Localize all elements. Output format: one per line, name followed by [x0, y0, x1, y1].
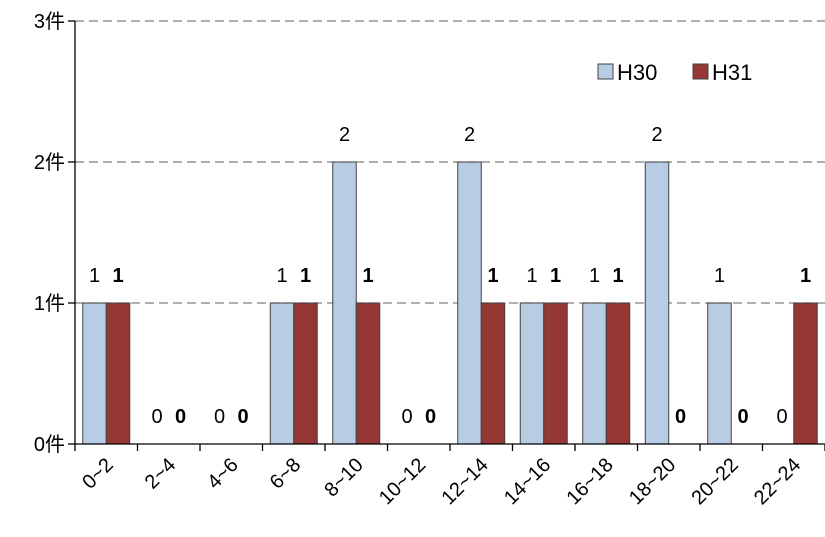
- data-label: 0: [175, 406, 186, 428]
- bar: [480, 302, 506, 445]
- legend: H30 H31: [597, 60, 752, 85]
- gridlines: [75, 20, 825, 304]
- data-label: 1: [487, 265, 498, 287]
- x-tick-label: 12~14: [438, 454, 493, 509]
- data-label: 0: [425, 406, 436, 428]
- data-label: 1: [89, 265, 100, 287]
- legend-swatch-h30: [597, 63, 614, 80]
- x-tick-label: 14~16: [500, 454, 555, 509]
- y-tick-label: 2件: [34, 151, 65, 174]
- data-label: 0: [737, 406, 748, 428]
- legend-swatch-h31: [692, 63, 709, 80]
- bar: [293, 302, 318, 445]
- x-tick-label: 0~2: [78, 454, 118, 494]
- x-tick-label: 4~6: [203, 454, 243, 494]
- data-label: 0: [401, 406, 412, 428]
- bar: [793, 302, 818, 445]
- data-label: 0: [675, 406, 686, 428]
- bar: [707, 302, 732, 445]
- x-tick-label: 16~18: [563, 454, 618, 509]
- bar: [519, 302, 545, 445]
- x-tick-label: 8~10: [320, 454, 367, 501]
- data-label: 2: [651, 124, 662, 146]
- legend-label-h30: H30: [617, 60, 657, 85]
- x-tick-label: 22~24: [750, 454, 805, 509]
- data-label: 0: [237, 406, 248, 428]
- bars: [82, 161, 818, 445]
- data-label: 0: [776, 406, 787, 428]
- data-label: 1: [526, 265, 537, 287]
- data-label: 1: [300, 265, 311, 287]
- bar: [82, 302, 107, 445]
- bar: [644, 161, 670, 445]
- x-tick-label: 6~8: [266, 454, 306, 494]
- bar: [457, 161, 482, 445]
- data-label: 2: [464, 124, 475, 146]
- x-tick-label: 10~12: [375, 454, 430, 509]
- y-tick-label: 0件: [34, 433, 65, 456]
- legend-label-h31: H31: [712, 60, 752, 85]
- x-tick-label: 18~20: [625, 454, 680, 509]
- bar: [355, 302, 381, 445]
- bar: [269, 302, 295, 445]
- data-label: 1: [362, 265, 373, 287]
- data-label: 0: [214, 406, 225, 428]
- data-label: 1: [276, 265, 287, 287]
- y-tick-label: 3件: [34, 10, 65, 33]
- data-label: 1: [714, 265, 725, 287]
- data-label: 1: [589, 265, 600, 287]
- data-label: 0: [151, 406, 162, 428]
- data-label: 1: [550, 265, 561, 287]
- y-tick-label: 1件: [34, 292, 65, 315]
- bar: [543, 302, 568, 445]
- x-tick-label: 2~4: [141, 454, 181, 494]
- bar: [582, 302, 607, 445]
- data-label: 1: [800, 265, 811, 287]
- bar: [605, 302, 631, 445]
- data-label: 2: [339, 124, 350, 146]
- x-tick-label: 20~22: [688, 454, 743, 509]
- bar: [332, 161, 357, 445]
- data-label: 1: [612, 265, 623, 287]
- data-label: 1: [112, 265, 123, 287]
- bar: [105, 302, 131, 445]
